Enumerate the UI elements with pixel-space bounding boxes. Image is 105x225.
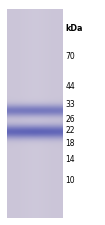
- Text: 22: 22: [66, 126, 75, 135]
- Text: 26: 26: [66, 115, 75, 124]
- Text: 14: 14: [66, 155, 75, 164]
- Text: 44: 44: [66, 82, 75, 91]
- Text: 10: 10: [66, 176, 75, 185]
- Text: 18: 18: [66, 139, 75, 148]
- Text: 33: 33: [66, 100, 75, 109]
- Text: kDa: kDa: [66, 24, 83, 33]
- Text: 70: 70: [66, 52, 75, 61]
- Bar: [19, 34, 62, 195]
